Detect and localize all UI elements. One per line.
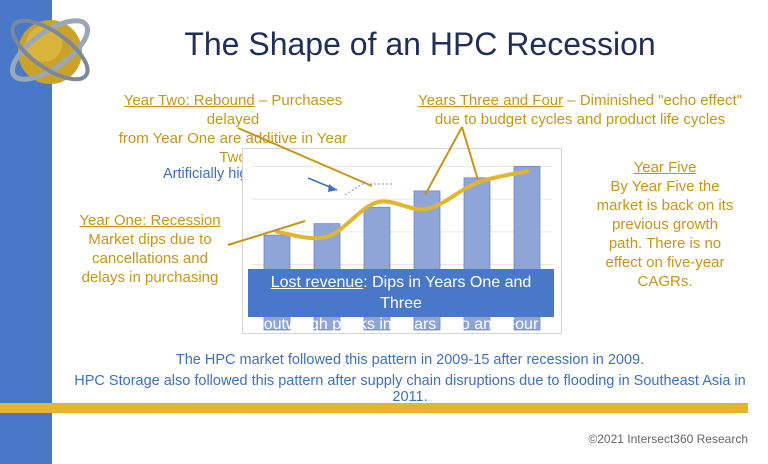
years-three-four-body-1: – Diminished "echo effect" [563, 92, 742, 109]
year-two-annotation: Year Two: Rebound – Purchases delayed fr… [108, 91, 358, 167]
year-three-connector-left [424, 126, 463, 196]
years-three-four-annotation: Years Three and Four – Diminished "echo … [415, 91, 745, 129]
year-one-heading: Year One: Recession [79, 212, 221, 229]
year-five-line-4: path. There is no [608, 235, 722, 252]
year-two-connector [237, 127, 373, 187]
artificial-growth-arrowhead [328, 184, 337, 192]
lost-revenue-heading: Lost revenue [270, 274, 364, 291]
year-two-heading: Year Two: Rebound [123, 92, 255, 109]
page-title: The Shape of an HPC Recession [184, 26, 656, 62]
connector-lines [227, 126, 479, 246]
gold-divider [0, 403, 748, 413]
footer-line-2: HPC Storage also followed this pattern a… [74, 373, 746, 405]
year-one-connector [227, 220, 306, 246]
lost-revenue-line-1: : Dips in Years One and Three [363, 274, 532, 312]
copyright: ©2021 Intersect360 Research [588, 432, 748, 446]
year-five-line-2: market is back on its [596, 197, 734, 214]
artificial-growth-dotted [344, 183, 363, 196]
year-one-annotation: Year One: Recession Market dips due to c… [70, 211, 230, 287]
year-five-heading: Year Five [633, 159, 697, 176]
years-three-four-heading: Years Three and Four [418, 92, 564, 109]
lost-revenue-line-2: outweigh peaks in Years Two and Four [263, 316, 539, 333]
year-five-annotation: Year Five By Year Five the market is bac… [590, 158, 740, 291]
footer-line-1: The HPC market followed this pattern in … [175, 352, 645, 368]
year-two-body-2: from Year One are additive in Year Two [118, 130, 348, 166]
year-five-line-5: effect on five-year [605, 254, 725, 271]
years-three-four-body-2: due to budget cycles and product life cy… [434, 111, 726, 128]
year-four-connector-right [461, 126, 479, 181]
year-one-line-2: cancellations and [92, 250, 208, 267]
recession-curve [275, 169, 529, 241]
year-five-line-6: CAGRs. [637, 273, 693, 290]
lost-revenue-box: Lost revenue: Dips in Years One and Thre… [248, 269, 554, 333]
year-one-line-1: Market dips due to [88, 231, 212, 248]
year-two-body-1: – Purchases delayed [206, 92, 343, 128]
company-logo [10, 18, 90, 84]
year-five-line-3: previous growth [612, 216, 718, 233]
year-one-line-3: delays in purchasing [81, 269, 219, 286]
year-five-line-1: By Year Five the [610, 178, 720, 195]
